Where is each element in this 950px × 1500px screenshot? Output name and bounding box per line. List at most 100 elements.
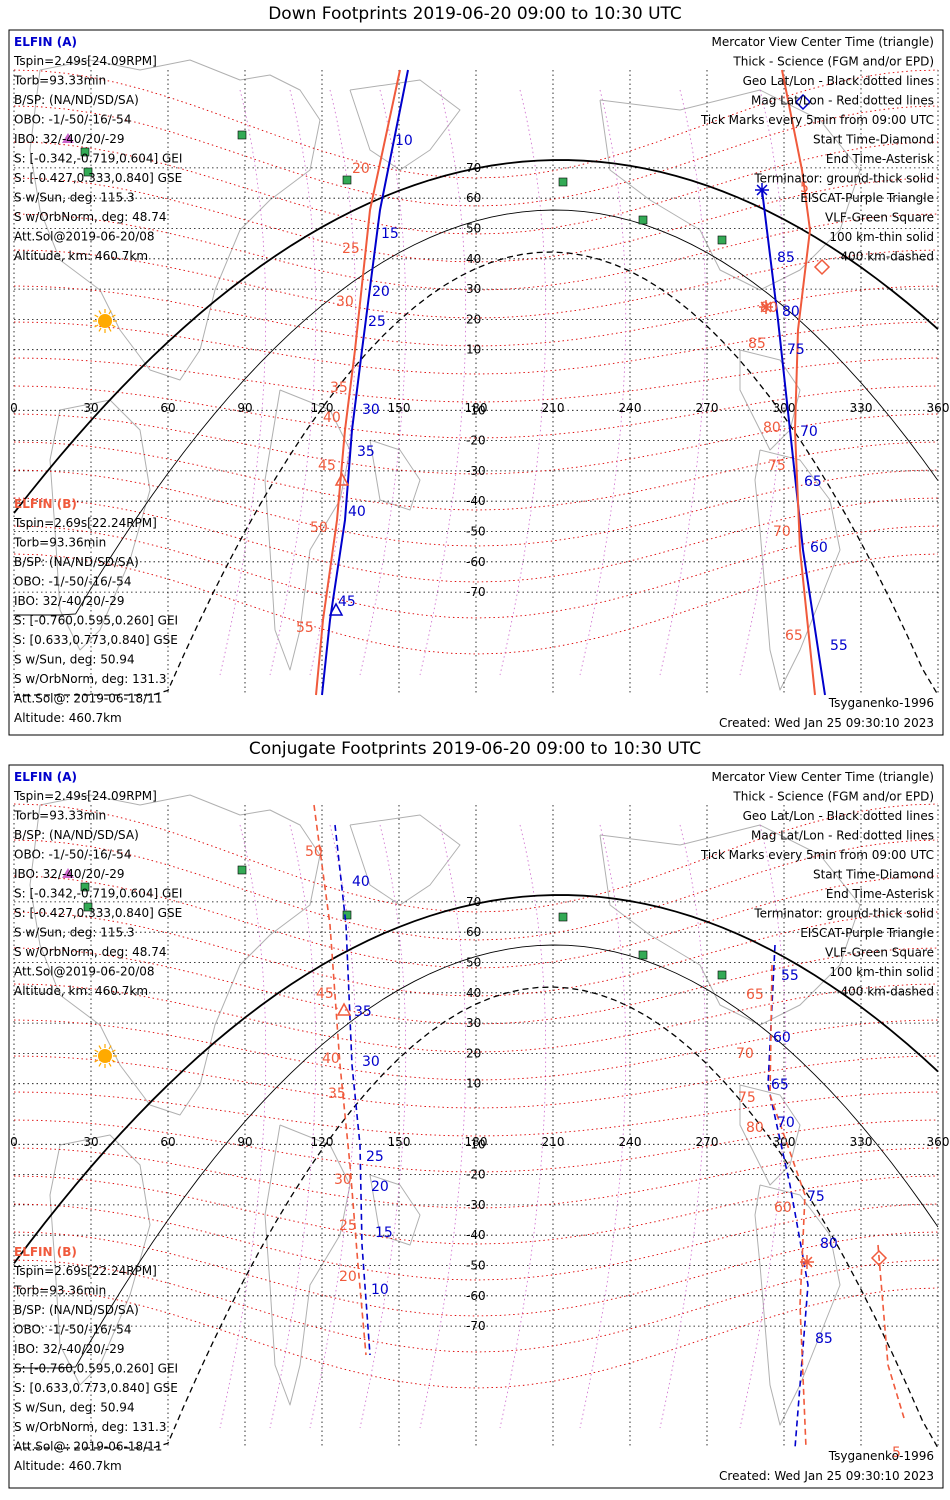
elfin-a-line: IBO: 32/-40/20/-29: [14, 132, 125, 146]
elfin-b-start-diamond: [813, 258, 831, 276]
legend-entry: Mercator View Center Time (triangle): [712, 770, 934, 784]
track-tick-label: 35: [328, 1086, 346, 1102]
axis-labels: 0 30 60 90 120 150 180 210 240 270 300 330 360 70 60 50…: [10, 161, 949, 599]
x-tick-label: 90: [237, 1135, 252, 1149]
track-tick-label: 70: [777, 1115, 795, 1131]
x-tick-label: 330: [850, 1135, 873, 1149]
model-label: Tsyganenko-1996: [828, 696, 934, 710]
elfin-a-line: Torb=93.33min: [13, 74, 106, 88]
elfin-b-line: S w/OrbNorm, deg: 131.3: [14, 1420, 166, 1434]
legend-entry: Terminator: ground-thick solid: [753, 172, 934, 186]
vlf-station: [83, 167, 93, 177]
elfin-a-line: S: [-0.342,-0.719,0.604] GEI: [14, 152, 182, 166]
x-tick-label: 60: [160, 1135, 175, 1149]
y-tick-label: 70: [466, 161, 481, 175]
markers: [62, 93, 831, 616]
track-tick-label: 50: [305, 844, 323, 860]
y-tick-label: 20: [466, 312, 481, 326]
y-tick-label: -30: [466, 1198, 486, 1212]
track-tick-label: 70: [773, 524, 791, 540]
elfin-b-line: S: [-0.760,0.595,0.260] GEI: [14, 614, 178, 628]
x-tick-label: 240: [619, 401, 642, 415]
legend-entry: 100 km-thin solid: [829, 230, 934, 244]
track-tick-label: 25: [342, 241, 360, 257]
legend-entry: EISCAT-Purple Triangle: [800, 926, 934, 940]
coastlines: [29, 794, 861, 1426]
y-tick-label: -40: [466, 494, 486, 508]
y-tick-label: -70: [466, 1319, 486, 1333]
track-tick-label: 35: [357, 444, 375, 460]
track-tick-label: 45: [316, 986, 334, 1002]
elfin-b-track-1: [313, 804, 367, 1356]
y-tick-label: 30: [466, 1016, 481, 1030]
x-tick-label: 120: [311, 1135, 334, 1149]
y-tick-label: 40: [466, 986, 481, 1000]
elfin-b-line: Tspin=2.69s[22.24RPM]: [13, 1264, 157, 1278]
elfin-b-line: Altitude: 460.7km: [14, 1459, 122, 1473]
x-tick-label: 30: [83, 401, 98, 415]
sun-icon: [93, 1044, 117, 1068]
elfin-a-line: S: [-0.342,-0.719,0.604] GEI: [14, 887, 182, 901]
elfin-a-line: Att.Sol@2019-06-20/08: [14, 230, 155, 244]
elfin-a-name: ELFIN (A): [14, 770, 77, 784]
track-tick-label: 40: [352, 874, 370, 890]
y-tick-label: 50: [466, 222, 481, 236]
y-tick-label: -50: [466, 525, 486, 539]
legend-entry: Tick Marks every 5min from 09:00 UTC: [700, 113, 934, 127]
legend-entry: EISCAT-Purple Triangle: [800, 191, 934, 205]
y-tick-label: 60: [466, 191, 481, 205]
x-tick-label: 300: [773, 1135, 796, 1149]
elfin-b-line: B/SP: (NA/ND/SD/SA): [14, 1303, 139, 1317]
elfin-a-line: Tspin=2.49s[24.09RPM]: [13, 789, 157, 803]
track-tick-label: 55: [830, 638, 848, 654]
elfin-a-center-triangle: [328, 602, 344, 616]
track-tick-label: 85: [815, 1331, 833, 1347]
elfin-a-line: Altitude, km: 460.7km: [14, 984, 148, 998]
track-tick-label: 85: [777, 250, 795, 266]
vlf-station: [80, 147, 90, 157]
elfin-b-line: S w/Sun, deg: 50.94: [14, 653, 135, 667]
elfin-a-line: S w/Sun, deg: 115.3: [14, 191, 135, 205]
elfin-a-line: S: [-0.427,0.333,0.840] GSE: [14, 906, 182, 920]
track-tick-label: 35: [354, 1004, 372, 1020]
geo-grid: [13, 70, 939, 695]
track-tick-label: 25: [366, 1149, 384, 1165]
model-label: Tsyganenko-1996: [828, 1449, 934, 1463]
legend-entry: Mercator View Center Time (triangle): [712, 35, 934, 49]
x-tick-label: 180: [465, 1135, 488, 1149]
x-tick-label: 270: [696, 1135, 719, 1149]
elfin-a-line: Tspin=2.49s[24.09RPM]: [13, 54, 157, 68]
legend: Mercator View Center Time (triangle) Thic…: [700, 770, 934, 999]
vlf-station: [237, 865, 247, 875]
vlf-station: [638, 950, 648, 960]
elfin-a-line: IBO: 32/-40/20/-29: [14, 867, 125, 881]
track-tick-label: 65: [771, 1077, 789, 1093]
y-tick-label: -40: [466, 1228, 486, 1242]
track-tick-label: 40: [348, 504, 366, 520]
elfin-b-line: B/SP: (NA/ND/SD/SA): [14, 555, 139, 569]
elfin-b-line: Att.Sol@: 2019-06-18/11: [14, 692, 162, 706]
elfin-b-line: S: [0.633,0.773,0.840] GSE: [14, 633, 178, 647]
elfin-b-name: ELFIN (B): [14, 1245, 77, 1259]
track-tick-label: 45: [338, 594, 356, 610]
x-tick-label: 180: [465, 401, 488, 415]
track-tick-label: 70: [736, 1046, 754, 1062]
elfin-a-start-diamond: [794, 93, 812, 111]
track-tick-label: 5: [800, 180, 809, 196]
track-tick-label: 75: [768, 458, 786, 474]
elfin-a-line: S w/OrbNorm, deg: 48.74: [14, 210, 166, 224]
eiscat-triangle: [62, 868, 74, 878]
elfin-b-line: Att.Sol@: 2019-06-18/11: [14, 1440, 162, 1454]
track-tick-label: 65: [804, 474, 822, 490]
track-tick-label: 60: [773, 1030, 791, 1046]
track-tick-label: 20: [371, 1179, 389, 1195]
elfin-b-line: Altitude: 460.7km: [14, 711, 122, 725]
vlf-station: [717, 235, 727, 245]
track-tick-label: 60: [774, 1200, 792, 1216]
track-tick-label: 15: [381, 226, 399, 242]
vlf-station: [237, 130, 247, 140]
tracks: [313, 804, 905, 1449]
terminator-400km: [14, 251, 939, 696]
track-tick-label: 80: [746, 1120, 764, 1136]
track-tick-label: 80: [760, 300, 778, 316]
